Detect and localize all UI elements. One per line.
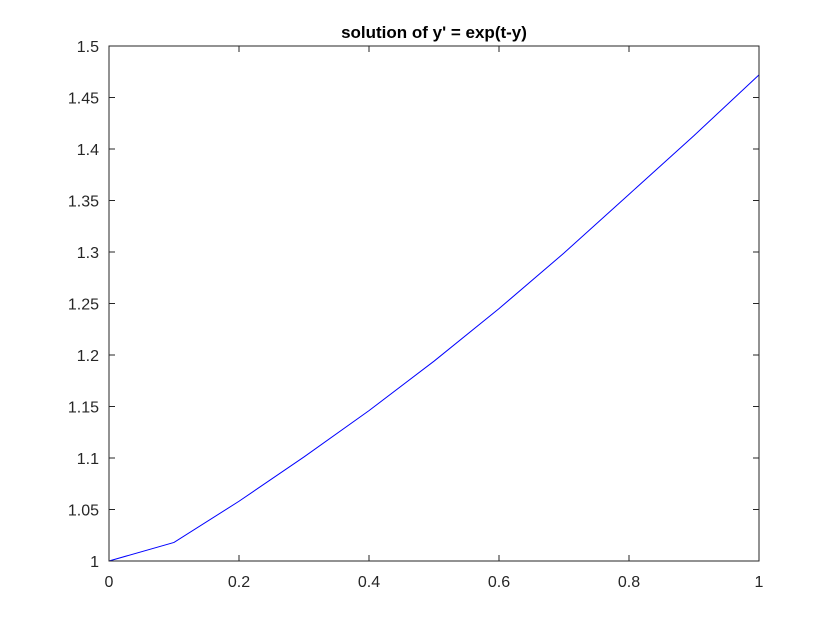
- series-line: [108, 74, 760, 562]
- y-tick-label: 1.35: [68, 194, 99, 211]
- series-layer: [108, 74, 760, 562]
- y-tick-label: 1.2: [77, 348, 99, 365]
- chart-title: solution of y' = exp(t-y): [341, 23, 527, 42]
- plot-area: [109, 46, 759, 561]
- x-tick-label: 1: [755, 574, 764, 591]
- y-tick-label: 1.5: [77, 39, 99, 56]
- y-tick-label: 1.25: [68, 297, 99, 314]
- x-tick-label: 0.2: [228, 574, 250, 591]
- y-tick-label: 1: [90, 554, 99, 571]
- x-tick-label: 0.8: [618, 574, 640, 591]
- x-tick-label: 0: [105, 574, 114, 591]
- y-tick-label: 1.3: [77, 245, 99, 262]
- axes-box: [108, 45, 760, 562]
- y-tick-labels: 1 1.05 1.1 1.15 1.2 1.25 1.3 1.35 1.4 1.45 1.5: [68, 39, 99, 571]
- x-tick-label: 0.6: [488, 574, 510, 591]
- y-tick-label: 1.1: [77, 451, 99, 468]
- y-tick-label: 1.45: [68, 91, 99, 108]
- y-tick-label: 1.4: [77, 142, 99, 159]
- x-tick-label: 0.4: [358, 574, 380, 591]
- y-tick-label: 1.05: [68, 503, 99, 520]
- x-tick-labels: 0 0.2 0.4 0.6 0.8 1: [105, 574, 764, 591]
- y-tick-label: 1.15: [68, 400, 99, 417]
